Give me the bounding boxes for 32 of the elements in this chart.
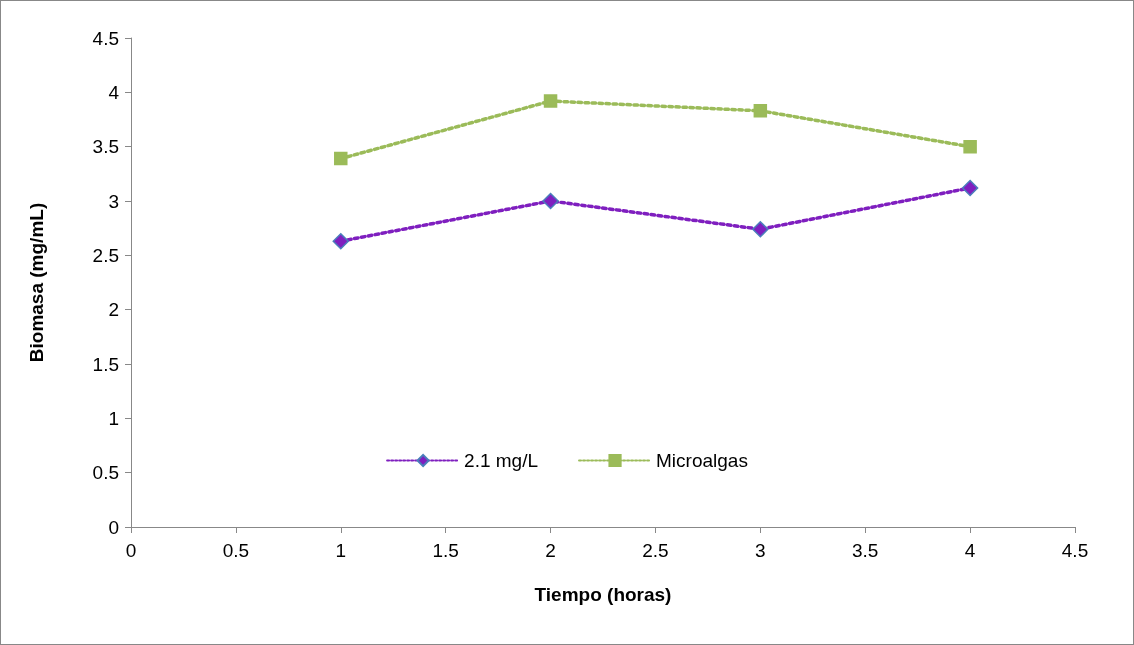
y-tick-label: 1 [108, 407, 119, 429]
y-tick-label: 0 [108, 516, 119, 538]
x-tick-label: 1.5 [432, 540, 459, 561]
point [961, 179, 979, 197]
x-tick-label: 2.5 [642, 540, 669, 561]
y-tick-label: 4.5 [92, 27, 119, 49]
point [753, 104, 768, 118]
x-tick-label: 1 [335, 540, 347, 561]
point [752, 221, 769, 238]
y-tick-label: 4 [108, 81, 120, 103]
point [963, 139, 977, 154]
x-axis-title: Tiempo (horas) [534, 584, 672, 605]
y-tick-label: 3 [108, 190, 119, 212]
legend-label: 2.1 mg/L [464, 450, 539, 471]
y-tick-label: 3.5 [92, 136, 119, 158]
x-tick-label: 4.5 [1061, 540, 1089, 561]
point [334, 151, 348, 166]
y-axis-title: Biomasa (mg/mL) [26, 202, 47, 363]
point [332, 232, 350, 250]
y-tick-label: 2.5 [92, 244, 119, 266]
legend-label: Microalgas [656, 450, 748, 471]
point [543, 94, 558, 108]
y-tick-label: 2 [108, 299, 119, 321]
x-tick-label: 4 [964, 540, 976, 561]
x-tick-label: 2 [545, 540, 556, 561]
x-tick-label: 3.5 [852, 540, 879, 561]
x-tick-label: 3 [755, 540, 766, 561]
x-tick-label: 0 [125, 540, 137, 561]
y-tick-label: 0.5 [92, 462, 119, 484]
y-tick-label: 1.5 [92, 353, 119, 375]
point [542, 192, 559, 210]
x-tick-label: 0.5 [222, 540, 250, 561]
